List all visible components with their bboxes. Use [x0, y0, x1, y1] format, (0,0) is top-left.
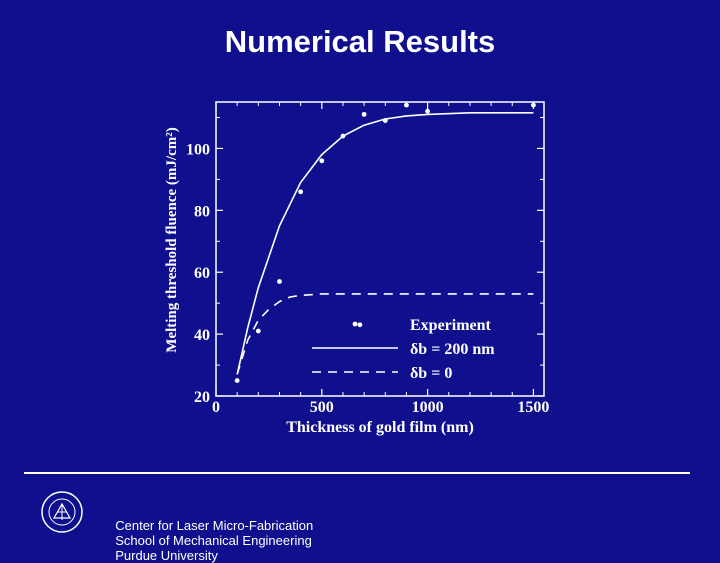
- footer: Center for Laser Micro-Fabrication Schoo…: [108, 503, 708, 563]
- slide-title: Numerical Results: [224, 24, 496, 59]
- experiment-point: [234, 378, 240, 383]
- experiment-point: [361, 111, 367, 117]
- purdue-seal-icon: [41, 491, 83, 533]
- footer-item-school: School of Mechanical Engineering: [115, 533, 312, 548]
- legend-label: Experiment: [410, 317, 492, 334]
- y-tick-label: 60: [194, 265, 210, 282]
- y-tick-label: 20: [194, 389, 210, 406]
- experiment-point: [531, 102, 536, 108]
- legend-label: δb = 0: [410, 365, 452, 382]
- chart-marks: [234, 102, 536, 383]
- delta-zero-line: [236, 293, 534, 375]
- experiment-point: [319, 158, 325, 164]
- x-tick-label: 1000: [412, 399, 444, 416]
- x-tick-label: 500: [310, 399, 334, 416]
- delta-200-line: [236, 112, 534, 375]
- x-tick-label: 0: [212, 399, 220, 416]
- footer-item-university: Purdue University: [115, 548, 218, 563]
- plot-frame: [215, 101, 545, 397]
- experiment-point: [298, 189, 304, 195]
- experiment-point: [404, 102, 409, 108]
- x-tick-label: 1500: [517, 399, 549, 416]
- y-tick-label: 100: [186, 141, 210, 158]
- chart-legend: Experiment δb = 200 nm δb = 0: [312, 317, 495, 382]
- footer-item-center: Center for Laser Micro-Fabrication: [115, 518, 314, 533]
- experiment-point: [277, 279, 282, 284]
- experiment-point: [357, 322, 363, 328]
- y-axis-label: Melting threshold fluence (mJ/cm²): [164, 127, 180, 352]
- experiment-point: [425, 108, 431, 114]
- experiment-point: [255, 328, 261, 334]
- threshold-chart: 0 500 1000 1500 20 40 60 80 100 Experiment δb = 2…: [164, 101, 549, 436]
- y-tick-label: 80: [194, 203, 210, 220]
- x-axis-label: Thickness of gold film (nm): [286, 419, 474, 436]
- legend-swatch-experiment: [352, 321, 358, 327]
- legend-label: δb = 200 nm: [410, 341, 495, 358]
- footer-divider: [24, 472, 690, 474]
- chart-axes: 0 500 1000 1500 20 40 60 80 100: [186, 101, 549, 416]
- y-tick-label: 40: [194, 327, 210, 344]
